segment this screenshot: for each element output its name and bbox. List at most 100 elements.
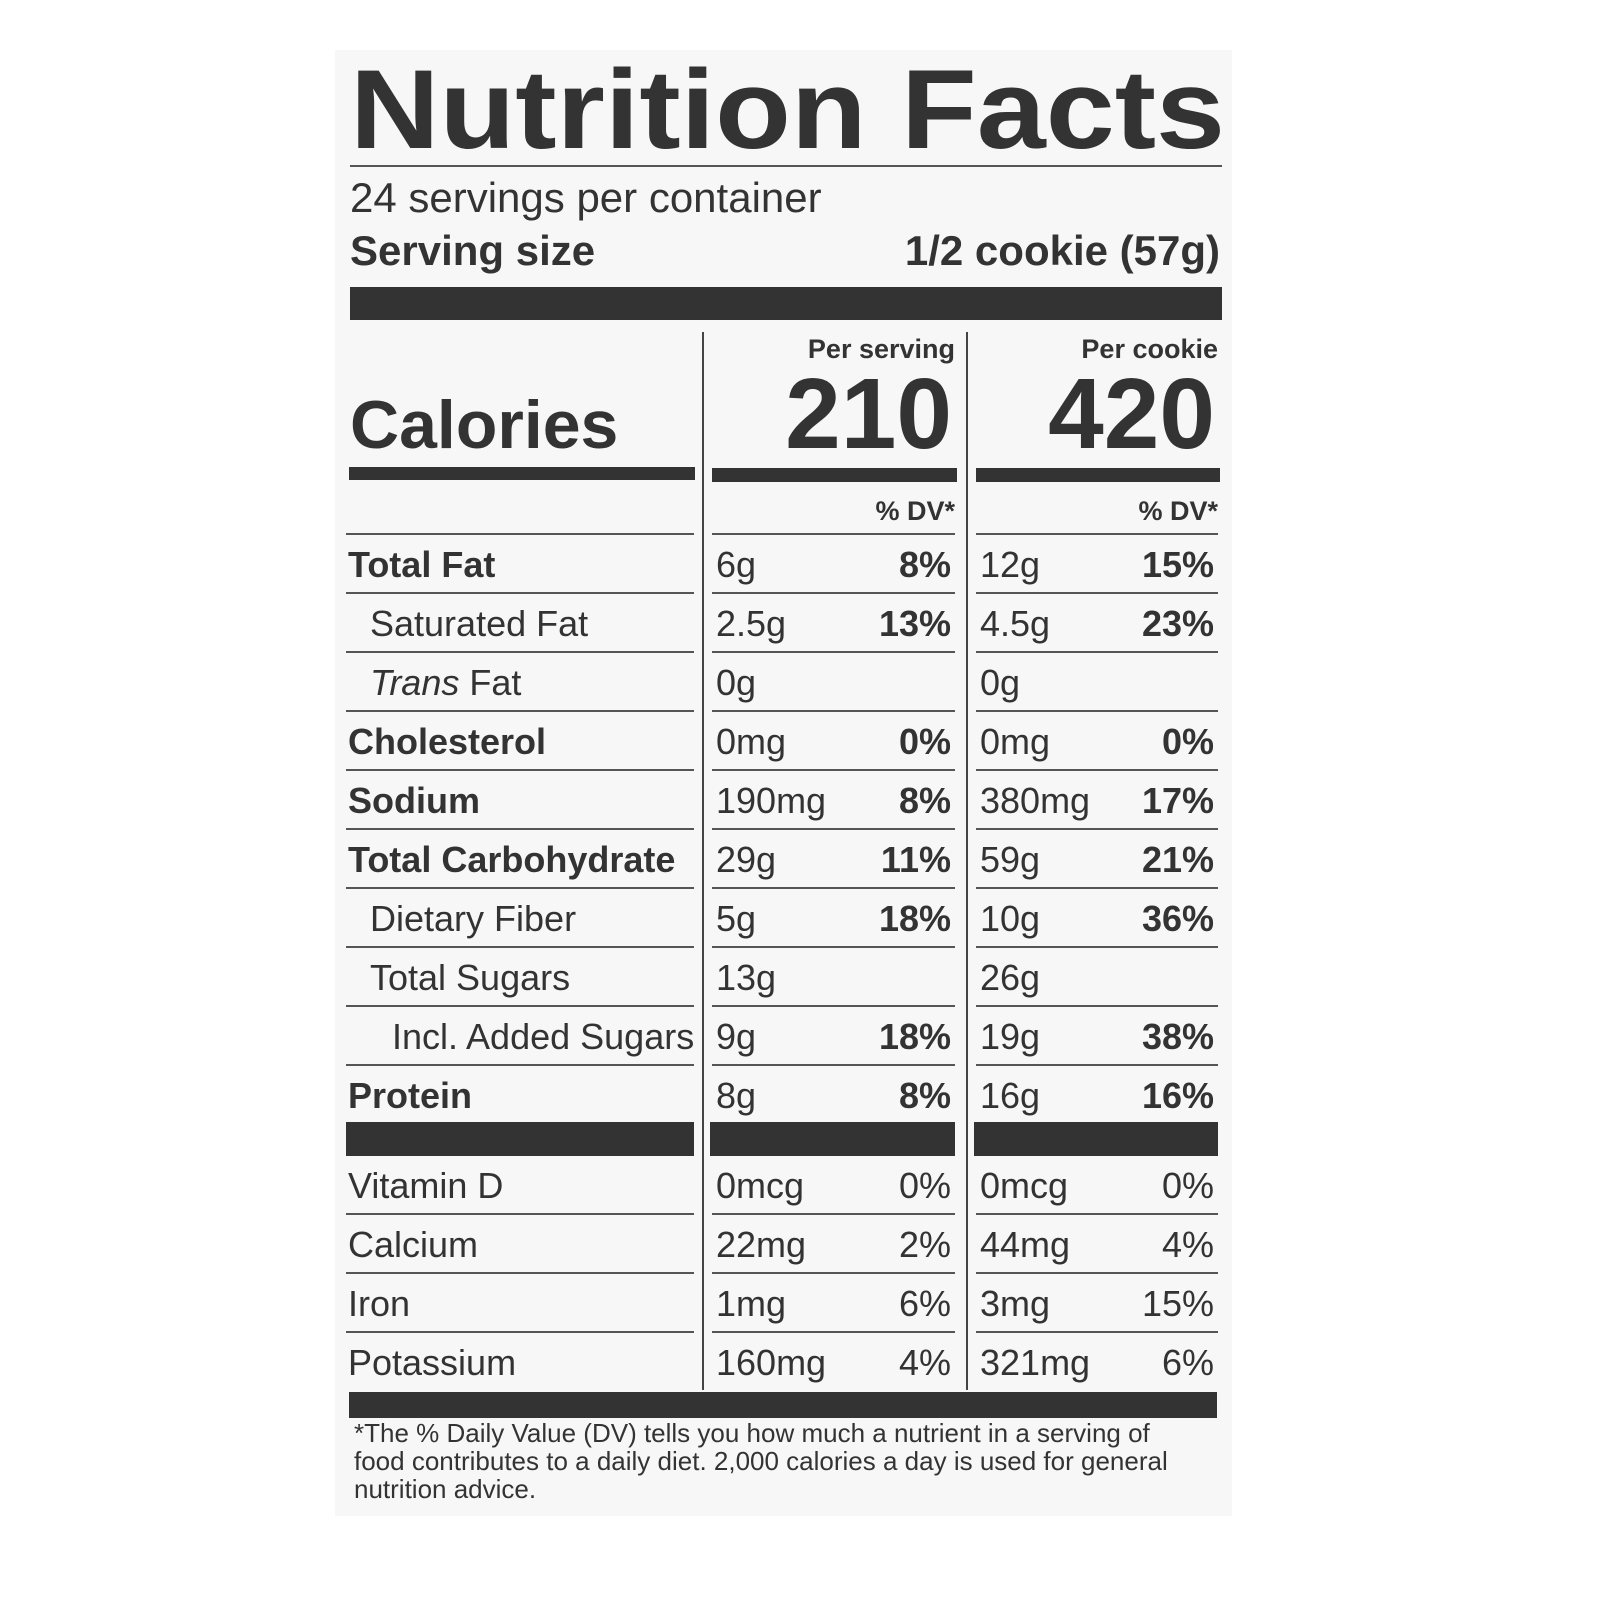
daily-value: 6% [899, 1283, 951, 1324]
amount: 2.5g [716, 603, 786, 644]
rule [976, 1064, 1218, 1066]
nutrient-label: Vitamin D [348, 1165, 503, 1206]
nutrient-label: Cholesterol [348, 721, 546, 762]
thick-bar [349, 1392, 1217, 1418]
amount: 29g [716, 839, 776, 880]
dv-header: % DV* [1138, 496, 1218, 526]
rule [346, 946, 694, 948]
nutrient-label: Total Sugars [370, 957, 570, 998]
rule [346, 887, 694, 889]
daily-value: 17% [1142, 780, 1214, 821]
rule [346, 1213, 694, 1215]
daily-value: 21% [1142, 839, 1214, 880]
footnote-line: *The % Daily Value (DV) tells you how mu… [354, 1418, 1151, 1448]
bar [712, 468, 957, 482]
rule [976, 946, 1218, 948]
footnote-line: food contributes to a daily diet. 2,000 … [354, 1446, 1168, 1476]
rule [346, 1005, 694, 1007]
daily-value: 0% [1162, 1165, 1214, 1206]
amount: 10g [980, 898, 1040, 939]
rule [976, 1272, 1218, 1274]
rule [346, 1331, 694, 1333]
label-italic: Trans [370, 662, 459, 703]
daily-value: 18% [879, 898, 951, 939]
daily-value: 36% [1142, 898, 1214, 939]
rule [712, 592, 955, 594]
rule [712, 1064, 955, 1066]
amount: 0g [716, 662, 756, 703]
column-divider [966, 332, 968, 1390]
nutrient-label: Calcium [348, 1224, 478, 1265]
amount: 380mg [980, 780, 1090, 821]
amount: 22mg [716, 1224, 806, 1265]
amount: 59g [980, 839, 1040, 880]
nutrient-label: Protein [348, 1075, 472, 1116]
rule [976, 710, 1218, 712]
amount: 0g [980, 662, 1020, 703]
rule [712, 1331, 955, 1333]
daily-value: 0% [1162, 721, 1214, 762]
nutrient-label: Sodium [348, 780, 480, 821]
daily-value: 18% [879, 1016, 951, 1057]
rule [346, 769, 694, 771]
rule [346, 651, 694, 653]
amount: 19g [980, 1016, 1040, 1057]
daily-value: 4% [1162, 1224, 1214, 1265]
rule [712, 651, 955, 653]
servings: 24 servings per container [350, 174, 822, 221]
rule [976, 592, 1218, 594]
amount: 190mg [716, 780, 826, 821]
nutrient-label: Saturated Fat [370, 603, 588, 644]
column-heading: Per cookie [1081, 334, 1218, 364]
rule [976, 828, 1218, 830]
nutrient-label: Dietary Fiber [370, 898, 576, 939]
nutrient-label: Trans Fat [370, 662, 521, 703]
daily-value: 38% [1142, 1016, 1214, 1057]
daily-value: 4% [899, 1342, 951, 1383]
title: Nutrition Facts [350, 47, 1225, 172]
column-heading: Per serving [808, 334, 955, 364]
amount: 12g [980, 544, 1040, 585]
thick-bar [346, 1122, 694, 1156]
nutrient-label: Total Fat [348, 544, 495, 585]
bar [349, 467, 695, 480]
thick-bar [710, 1122, 955, 1156]
daily-value: 8% [899, 1075, 951, 1116]
nutrient-label: Iron [348, 1283, 410, 1324]
amount: 0mcg [980, 1165, 1068, 1206]
rule [346, 828, 694, 830]
amount: 4.5g [980, 603, 1050, 644]
daily-value: 0% [899, 1165, 951, 1206]
dv-header: % DV* [875, 496, 955, 526]
daily-value: 8% [899, 544, 951, 585]
amount: 321mg [980, 1342, 1090, 1383]
rule [976, 1005, 1218, 1007]
amount: 3mg [980, 1283, 1050, 1324]
calories-label: Calories [350, 387, 618, 463]
rule [976, 533, 1218, 535]
footnote-line: nutrition advice. [354, 1474, 536, 1504]
rule [346, 1064, 694, 1066]
daily-value: 2% [899, 1224, 951, 1265]
rule [350, 165, 1222, 167]
amount: 26g [980, 957, 1040, 998]
column-divider [702, 332, 704, 1390]
rule [712, 946, 955, 948]
amount: 1mg [716, 1283, 786, 1324]
daily-value: 6% [1162, 1342, 1214, 1383]
amount: 0mg [980, 721, 1050, 762]
rule [712, 828, 955, 830]
rule [712, 533, 955, 535]
amount: 5g [716, 898, 756, 939]
thick-bar [974, 1122, 1218, 1156]
rule [712, 710, 955, 712]
rule [712, 1213, 955, 1215]
daily-value: 13% [879, 603, 951, 644]
amount: 13g [716, 957, 776, 998]
label-text: Fat [469, 662, 521, 703]
rule [712, 769, 955, 771]
amount: 44mg [980, 1224, 1070, 1265]
daily-value: 23% [1142, 603, 1214, 644]
